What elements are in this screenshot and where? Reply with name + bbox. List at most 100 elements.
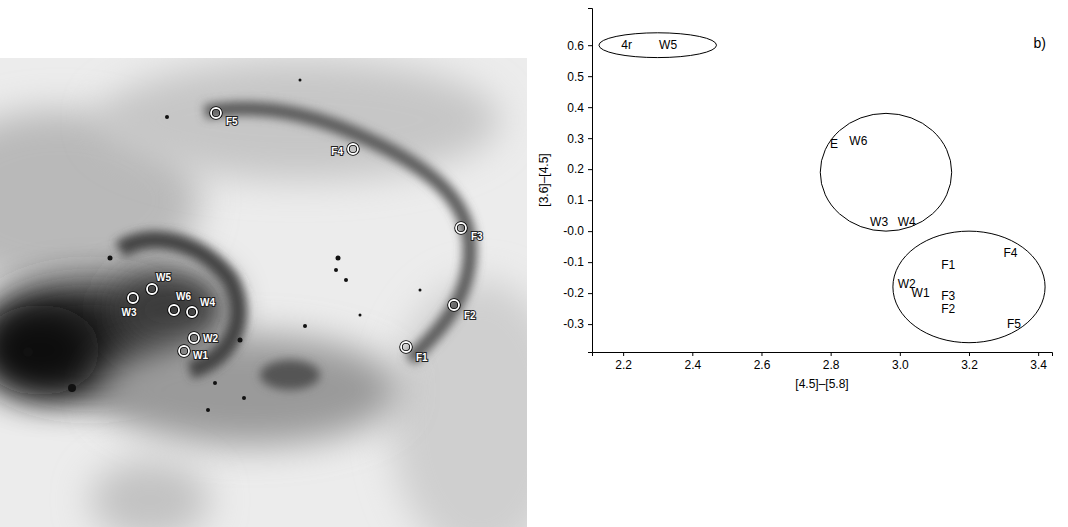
panel-label: b) [1034,35,1046,51]
y-tick: 0.6 [567,39,592,53]
y-tick: 0.5 [567,70,592,84]
point-label: F5 [1007,317,1021,331]
x-tick: 3.0 [892,352,909,372]
marker-circle-outline [179,346,189,356]
marker-circle-outline [401,342,411,352]
x-axis-line [593,353,1053,357]
marker-label: F3 [471,231,483,242]
x-tick: 2.8 [823,352,840,372]
point-label: W6 [849,134,867,148]
nebula-cloud [110,265,230,355]
x-tick-mark [761,352,762,356]
marker-circle [456,223,466,233]
marker-circle-outline [128,293,138,303]
marker-label: F2 [464,310,476,321]
marker-circle [187,307,197,317]
star [359,314,362,317]
star [242,396,246,400]
marker-circle [401,342,411,352]
star [108,256,113,261]
star [165,115,169,119]
nebula-filament [120,240,238,370]
marker-circle-outline [449,300,459,310]
marker-label: F4 [331,146,343,157]
marker-label: W2 [203,333,218,344]
y-tick-mark [588,231,592,232]
marker-label: W1 [193,350,208,361]
y-tick-mark [588,138,592,139]
x-tick-label: 3.4 [1030,358,1047,372]
x-tick-mark [692,352,693,356]
marker-circle-outline [169,305,179,315]
star [299,79,302,82]
y-tick: 0.1 [567,193,592,207]
star [334,268,338,272]
x-tick-mark [900,352,901,356]
x-tick: 2.2 [615,352,632,372]
star [344,278,348,282]
y-tick-label: -0.3 [563,317,584,331]
marker-circle-outline [187,307,197,317]
marker-circle-outline [348,144,358,154]
y-tick: -0.0 [563,224,592,238]
marker-circle [189,333,199,343]
y-axis-line [588,9,593,353]
marker-circle [128,293,138,303]
marker-circle-outline [456,223,466,233]
star [419,289,422,292]
y-tick: 0.4 [567,101,592,115]
x-tick-mark [623,352,624,356]
x-tick-label: 2.2 [615,358,632,372]
group-ellipse [820,113,951,231]
x-tick-mark [969,352,970,356]
y-tick-mark [588,107,592,108]
y-tick: 0.2 [567,162,592,176]
y-tick-label: -0.0 [563,224,584,238]
y-tick-mark [588,293,592,294]
marker-circle [449,300,459,310]
marker-label: W3 [122,307,137,318]
y-axis: -0.3-0.2-0.1-0.00.10.20.30.40.50.6 [563,9,592,353]
nebula-cloud [100,335,400,445]
y-tick-label: 0.6 [567,39,584,53]
marker-label: F5 [226,116,238,127]
y-tick-mark [588,262,592,263]
nebula-cloud [90,460,210,527]
point-label: W3 [870,215,888,229]
point-label: F4 [1003,246,1017,260]
nebula-cloud [390,280,527,527]
y-tick: -0.2 [563,286,592,300]
point-label: W1 [912,286,930,300]
y-tick-label: 0.2 [567,162,584,176]
x-tick-label: 3.2 [961,358,978,372]
star [23,347,33,357]
x-tick: 2.6 [754,352,771,372]
x-tick: 2.4 [684,352,701,372]
x-tick-label: 3.0 [892,358,909,372]
x-tick-label: 2.4 [684,358,701,372]
y-tick-mark [588,76,592,77]
y-tick-mark [588,324,592,325]
x-axis-title: [4.5]–[5.8] [795,377,848,391]
y-tick-mark [588,45,592,46]
star [68,384,76,392]
point-label: F2 [941,302,955,316]
marker-circle [169,305,179,315]
marker-label: W4 [200,297,215,308]
x-tick: 3.2 [961,352,978,372]
point-label: F1 [941,258,955,272]
marker-label: W5 [156,272,171,283]
y-tick-label: 0.1 [567,193,584,207]
points: 4rW5EW6W3W4F1F4W2W1F3F2F5 [621,38,1021,331]
marker-label: W6 [176,291,191,302]
figure: F5 F4 F3 F2 F1 W5 W3 W6 W4 W2 W1 2.2 2.4 2.6 2.8 3.0 3.2… [0,0,1068,527]
star [303,324,307,328]
x-tick: 3.4 [1030,352,1047,372]
x-tick-label: 2.8 [823,358,840,372]
nebula-image [0,58,527,527]
y-tick-label: 0.5 [567,70,584,84]
point-label: W5 [659,38,677,52]
chart: 2.22.42.62.83.03.23.4-0.3-0.2-0.1-0.00.1… [537,9,1053,392]
x-tick-mark [831,352,832,356]
group-ellipse [599,33,717,58]
